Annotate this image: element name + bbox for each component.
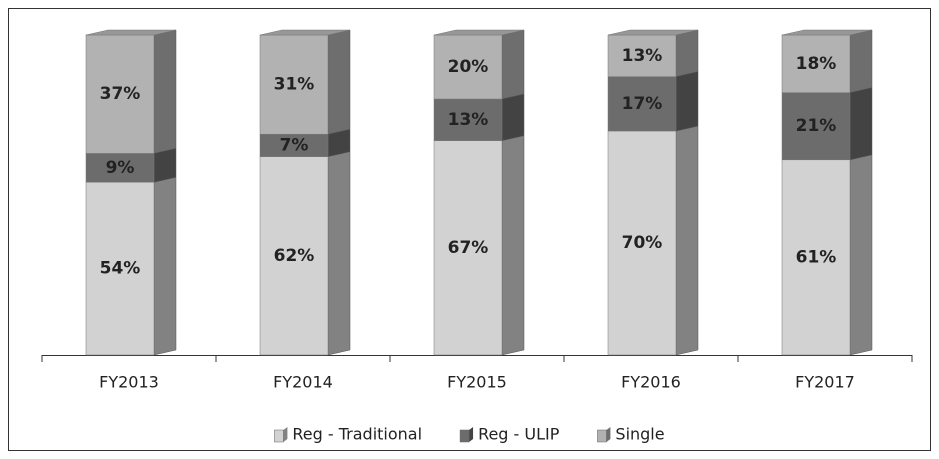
- legend-swatch-side: [283, 427, 288, 442]
- legend-label: Reg - ULIP: [478, 425, 560, 444]
- bar-side: [327, 151, 351, 356]
- bar-side: [501, 93, 525, 141]
- value-label: 13%: [622, 46, 663, 66]
- bar-side: [849, 29, 873, 93]
- value-label: 9%: [106, 158, 135, 178]
- bar-side: [327, 29, 351, 135]
- legend-swatch: [274, 429, 284, 443]
- value-label: 54%: [100, 259, 141, 279]
- value-label: 67%: [448, 238, 489, 258]
- bar-top: [607, 29, 699, 36]
- legend-label: Reg - Traditional: [292, 425, 422, 444]
- value-label: 31%: [274, 75, 315, 95]
- bar-side: [675, 125, 699, 356]
- bar-side: [675, 71, 699, 132]
- bar-front: [607, 76, 677, 132]
- bar-front: [85, 181, 155, 356]
- legend-swatch: [597, 429, 607, 443]
- bar-top: [85, 29, 177, 36]
- bar-segment: [259, 151, 351, 356]
- x-tick-label: FY2017: [795, 373, 855, 392]
- bar-front: [433, 34, 503, 100]
- bar-side: [501, 135, 525, 356]
- bar-side: [849, 87, 873, 161]
- legend-label: Single: [615, 425, 664, 444]
- value-label: 18%: [796, 54, 837, 74]
- bar-front: [433, 140, 503, 356]
- bar-segment: [259, 128, 351, 157]
- bar-segment: [433, 135, 525, 356]
- bar-side: [153, 176, 177, 356]
- bar-segment: [607, 71, 699, 132]
- value-label: 37%: [100, 84, 141, 104]
- bar-front: [781, 34, 851, 93]
- bar-front: [607, 130, 677, 356]
- value-label: 61%: [796, 247, 837, 267]
- bar-front: [85, 153, 155, 183]
- bar-front: [433, 98, 503, 141]
- bar-segment: [85, 176, 177, 356]
- bar-segment: [781, 29, 873, 93]
- bar-top: [259, 29, 351, 36]
- x-tick-label: FY2014: [273, 373, 333, 392]
- bar-front: [259, 34, 329, 135]
- bar-front: [781, 92, 851, 161]
- value-label: 13%: [448, 110, 489, 130]
- bar-segment: [85, 29, 177, 154]
- bar-segment: [781, 154, 873, 356]
- bar-side: [675, 29, 699, 77]
- legend-swatch-side: [469, 427, 474, 442]
- bar-front: [259, 156, 329, 356]
- bar-side: [501, 29, 525, 100]
- value-label: 62%: [274, 246, 315, 266]
- bar-front: [607, 34, 677, 77]
- bar-segment: [781, 87, 873, 161]
- bar-top: [781, 29, 873, 36]
- bar-segment: [259, 29, 351, 135]
- x-tick-label: FY2016: [621, 373, 681, 392]
- value-label: 17%: [622, 94, 663, 114]
- bar-segment: [433, 29, 525, 100]
- value-label: 21%: [796, 116, 837, 136]
- bar-side: [153, 29, 177, 154]
- value-label: 7%: [280, 135, 309, 155]
- bar-segment: [607, 29, 699, 77]
- x-tick-label: FY2015: [447, 373, 507, 392]
- value-label: 70%: [622, 233, 663, 253]
- bar-segment: [85, 148, 177, 183]
- bar-side: [153, 148, 177, 183]
- legend-swatch: [459, 429, 470, 443]
- bar-front: [781, 159, 851, 356]
- value-label: 20%: [448, 57, 489, 77]
- bar-side: [849, 154, 873, 356]
- x-tick-label: FY2013: [99, 373, 159, 392]
- bar-top: [433, 29, 525, 36]
- bar-segment: [607, 125, 699, 356]
- bar-front: [85, 34, 155, 154]
- bar-segment: [433, 93, 525, 141]
- legend-swatch-side: [606, 427, 611, 442]
